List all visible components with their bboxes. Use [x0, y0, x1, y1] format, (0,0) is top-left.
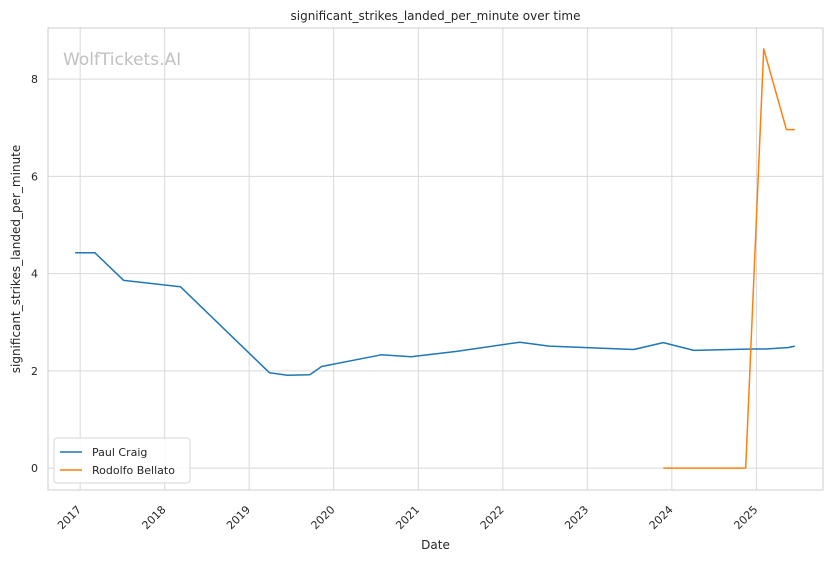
series-line-paul-craig	[75, 251, 795, 376]
series-line-rodolfo-bellato	[663, 48, 795, 469]
y-axis-label: significant_strikes_landed_per_minute	[9, 145, 23, 374]
y-tick-label: 8	[31, 73, 38, 86]
x-axis-label: Date	[421, 538, 450, 552]
legend-box	[53, 437, 191, 484]
y-tick-labels: 0 2 4 6 8	[31, 73, 38, 475]
y-tick-label: 2	[31, 365, 38, 378]
plot-frame	[47, 27, 824, 491]
watermark: WolfTickets.AI	[63, 50, 181, 70]
y-tick-label: 4	[31, 268, 38, 281]
y-tick-label: 0	[31, 462, 38, 475]
series-lines	[75, 48, 795, 469]
chart-title: significant_strikes_landed_per_minute ov…	[290, 9, 580, 23]
y-tick-label: 6	[31, 170, 38, 183]
legend-label-rodolfo-bellato: Rodolfo Bellato	[92, 464, 175, 477]
legend: Paul Craig Rodolfo Bellato	[53, 437, 191, 484]
legend-label-paul-craig: Paul Craig	[92, 446, 147, 459]
